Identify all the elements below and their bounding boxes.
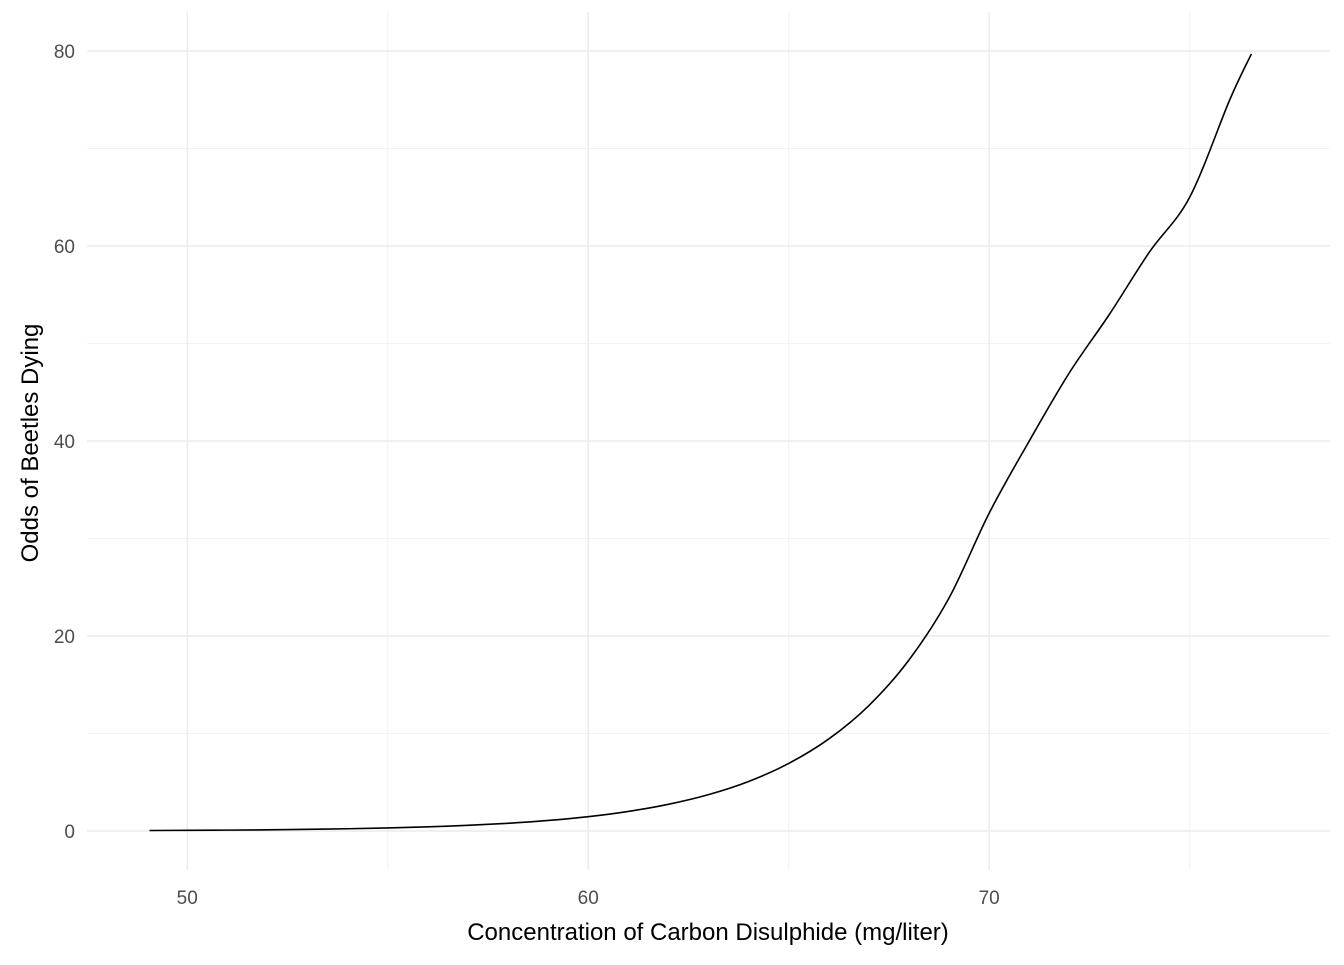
series-layer [149,53,1253,832]
x-tick-label: 60 [578,888,599,909]
y-tick-label: 20 [54,627,75,648]
y-axis-title: Odds of Beetles Dying [17,324,44,563]
x-tick-label: 70 [979,888,1000,909]
minor-gridlines [87,12,1330,870]
major-gridlines [87,12,1330,870]
y-tick-label: 80 [54,42,75,63]
y-tick-label: 0 [64,822,75,843]
x-axis-title: Concentration of Carbon Disulphide (mg/l… [467,919,949,946]
y-axis-ticks: 0 20 40 60 80 [54,42,75,843]
odds-series-line [149,53,1253,832]
y-tick-label: 40 [54,432,75,453]
y-tick-label: 60 [54,237,75,258]
x-axis-ticks: 50 60 70 [177,888,1000,909]
x-tick-label: 50 [177,888,198,909]
